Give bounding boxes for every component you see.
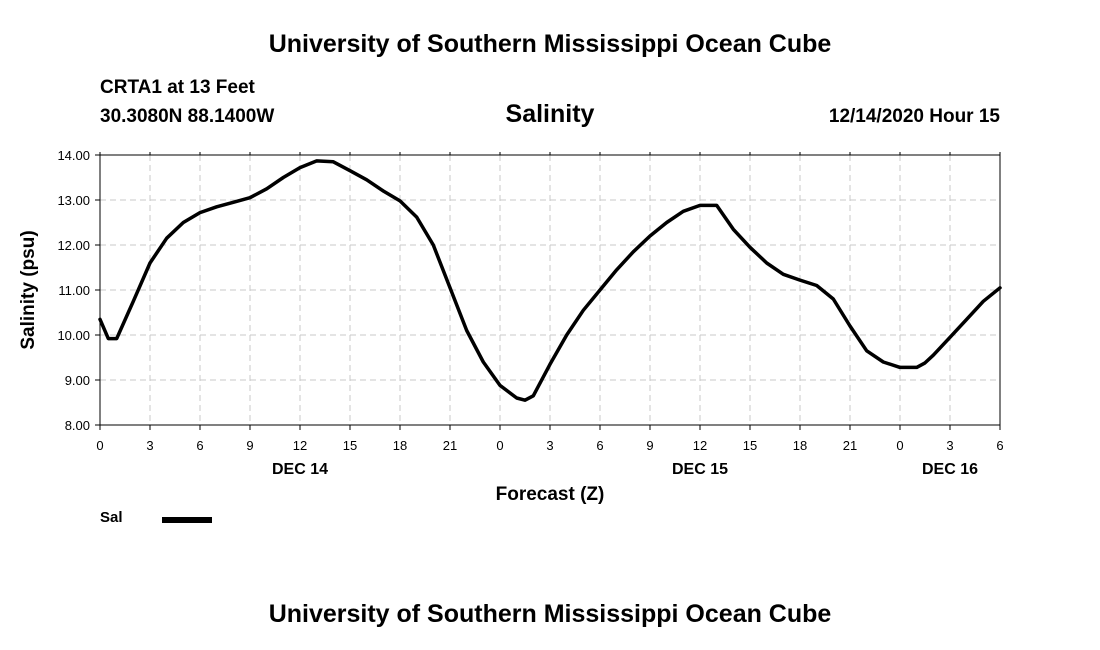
- x-tick-label: 3: [546, 438, 553, 453]
- y-axis-label: Salinity (psu): [18, 230, 39, 349]
- date-label: DEC 15: [672, 461, 728, 478]
- forecast-datetime: 12/14/2020 Hour 15: [828, 106, 1000, 127]
- x-tick-label: 3: [146, 438, 153, 453]
- x-tick-label: 9: [646, 438, 653, 453]
- chart-title: Salinity: [505, 100, 595, 128]
- y-tick-label: 9.00: [65, 373, 90, 388]
- header-title: University of Southern Mississippi Ocean…: [268, 30, 832, 58]
- series-line-sal: [98, 159, 1002, 402]
- y-tick-label: 14.00: [57, 148, 90, 163]
- x-tick-label: 21: [843, 438, 857, 453]
- x-tick-label: 12: [693, 438, 707, 453]
- station-name: CRTA1 at 13 Feet: [100, 77, 255, 98]
- x-tick-label: 18: [793, 438, 807, 453]
- x-tick-label: 6: [596, 438, 603, 453]
- footer-title: University of Southern Mississippi Ocean…: [268, 600, 832, 628]
- x-tick-label: 12: [293, 438, 307, 453]
- legend-label: Sal: [100, 509, 123, 526]
- x-tick-label: 18: [393, 438, 407, 453]
- x-tick-label: 21: [443, 438, 457, 453]
- y-tick-label: 13.00: [57, 193, 90, 208]
- legend-swatch: [162, 517, 212, 523]
- date-label: DEC 14: [272, 461, 328, 478]
- x-tick-label: 0: [896, 438, 903, 453]
- station-coordinates: 30.3080N 88.1400W: [100, 106, 275, 127]
- x-axis-label: Forecast (Z): [496, 484, 605, 505]
- x-tick-label: 3: [946, 438, 953, 453]
- x-tick-label: 9: [246, 438, 253, 453]
- x-tick-label: 15: [343, 438, 357, 453]
- x-tick-label: 0: [496, 438, 503, 453]
- y-tick-label: 8.00: [65, 418, 90, 433]
- x-tick-label: 15: [743, 438, 757, 453]
- y-tick-label: 11.00: [58, 283, 90, 298]
- x-tick-label: 6: [996, 438, 1003, 453]
- y-tick-label: 10.00: [57, 328, 90, 343]
- y-tick-label: 12.00: [57, 238, 90, 253]
- date-label: DEC 16: [922, 461, 978, 478]
- x-tick-label: 0: [96, 438, 103, 453]
- x-tick-label: 6: [196, 438, 203, 453]
